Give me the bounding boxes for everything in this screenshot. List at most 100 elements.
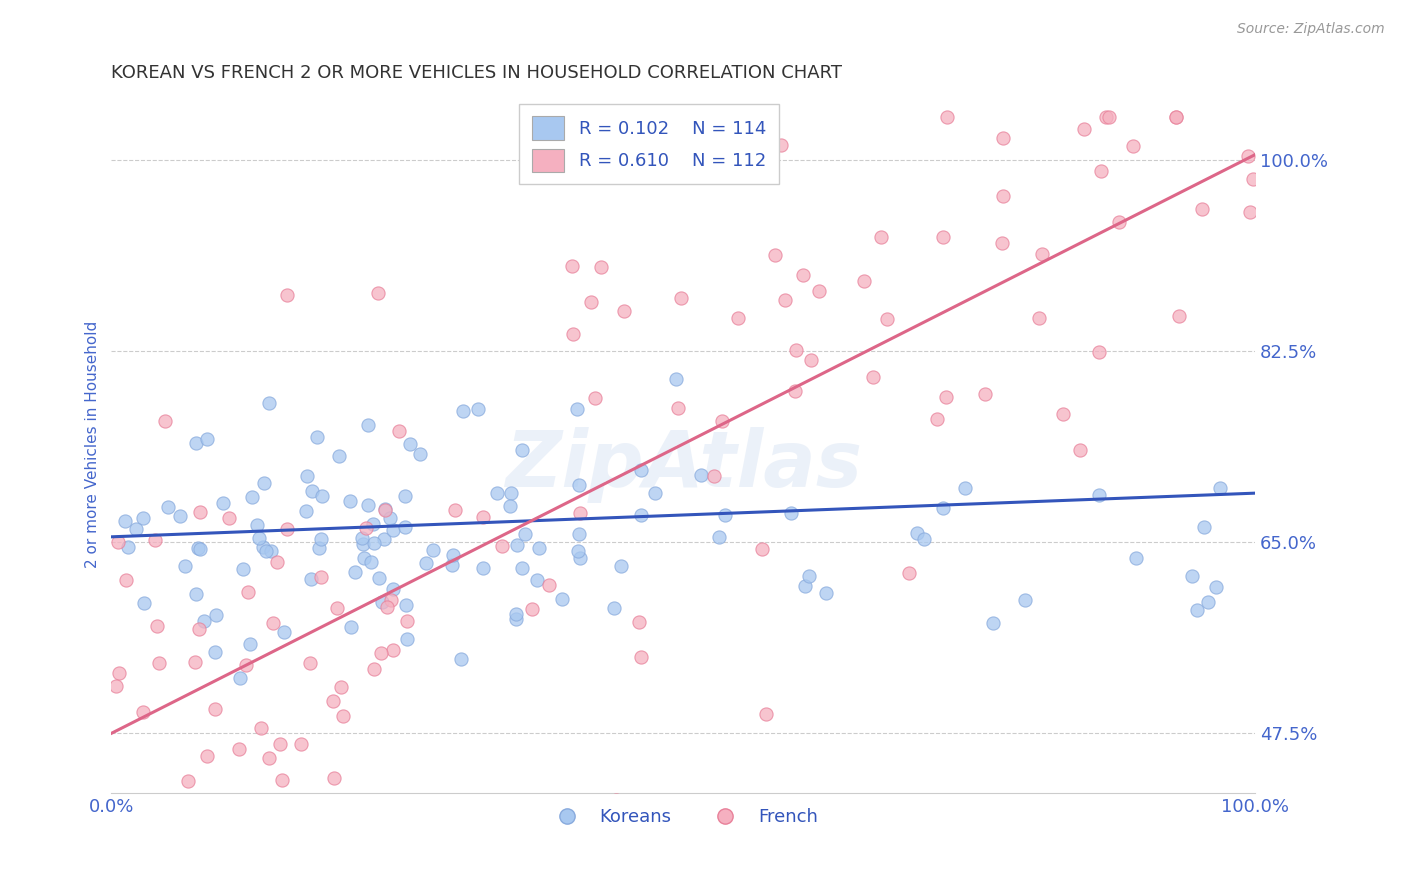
Point <box>394 519 416 533</box>
Point <box>1090 164 1112 178</box>
Point <box>990 236 1012 251</box>
Text: Source: ZipAtlas.com: Source: ZipAtlas.com <box>1237 22 1385 37</box>
Point <box>1241 172 1264 186</box>
Point <box>107 534 129 549</box>
Point <box>568 526 591 541</box>
Point <box>305 430 328 444</box>
Point <box>472 509 495 524</box>
Point <box>1209 481 1232 495</box>
Point <box>485 485 508 500</box>
Legend: Koreans, French: Koreans, French <box>541 801 825 833</box>
Point <box>356 521 378 535</box>
Point <box>472 561 495 575</box>
Point <box>187 541 209 555</box>
Point <box>1192 520 1215 534</box>
Point <box>262 615 284 630</box>
Point <box>689 468 711 483</box>
Point <box>382 643 405 657</box>
Point <box>1098 110 1121 124</box>
Point <box>527 541 550 555</box>
Point <box>228 742 250 756</box>
Point <box>538 578 561 592</box>
Point <box>328 449 350 463</box>
Point <box>367 285 389 300</box>
Point <box>1185 602 1208 616</box>
Point <box>763 248 786 262</box>
Point <box>295 468 318 483</box>
Point <box>357 417 380 432</box>
Point <box>105 679 128 693</box>
Point <box>388 424 411 438</box>
Point <box>357 499 380 513</box>
Point <box>111 852 134 866</box>
Point <box>371 595 394 609</box>
Point <box>299 573 322 587</box>
Point <box>193 614 215 628</box>
Point <box>797 569 820 583</box>
Point <box>117 852 139 866</box>
Point <box>770 138 793 153</box>
Point <box>1088 344 1111 359</box>
Point <box>114 514 136 528</box>
Point <box>190 505 212 519</box>
Point <box>755 706 778 721</box>
Point <box>666 401 689 415</box>
Point <box>360 555 382 569</box>
Point <box>394 489 416 503</box>
Point <box>326 601 349 615</box>
Point <box>276 288 298 302</box>
Point <box>862 369 884 384</box>
Point <box>814 586 837 600</box>
Point <box>322 771 344 785</box>
Point <box>785 343 807 358</box>
Point <box>1028 310 1050 325</box>
Point <box>339 493 361 508</box>
Point <box>644 485 666 500</box>
Point <box>727 819 749 833</box>
Point <box>266 556 288 570</box>
Point <box>229 671 252 685</box>
Point <box>373 533 395 547</box>
Point <box>1014 592 1036 607</box>
Point <box>569 550 592 565</box>
Point <box>153 414 176 428</box>
Point <box>308 541 330 555</box>
Point <box>239 637 262 651</box>
Point <box>205 607 228 622</box>
Point <box>907 525 929 540</box>
Point <box>398 437 420 451</box>
Point <box>276 522 298 536</box>
Y-axis label: 2 or more Vehicles in Household: 2 or more Vehicles in Household <box>86 320 100 567</box>
Point <box>184 587 207 601</box>
Point <box>352 531 374 545</box>
Point <box>1166 110 1188 124</box>
Point <box>589 260 612 274</box>
Point <box>311 489 333 503</box>
Point <box>935 110 957 124</box>
Point <box>727 310 749 325</box>
Point <box>375 600 398 615</box>
Point <box>932 500 955 515</box>
Point <box>505 607 527 621</box>
Point <box>352 537 374 551</box>
Point <box>122 852 145 866</box>
Point <box>177 773 200 788</box>
Point <box>309 532 332 546</box>
Point <box>1069 442 1091 457</box>
Point <box>115 573 138 587</box>
Point <box>506 538 529 552</box>
Point <box>441 558 464 573</box>
Point <box>188 622 211 636</box>
Point <box>973 387 995 401</box>
Point <box>240 490 263 504</box>
Point <box>1088 488 1111 502</box>
Point <box>271 773 294 788</box>
Point <box>380 592 402 607</box>
Point <box>246 517 269 532</box>
Point <box>252 540 274 554</box>
Point <box>311 569 333 583</box>
Point <box>132 705 155 719</box>
Point <box>125 522 148 536</box>
Point <box>628 615 651 630</box>
Point <box>897 566 920 581</box>
